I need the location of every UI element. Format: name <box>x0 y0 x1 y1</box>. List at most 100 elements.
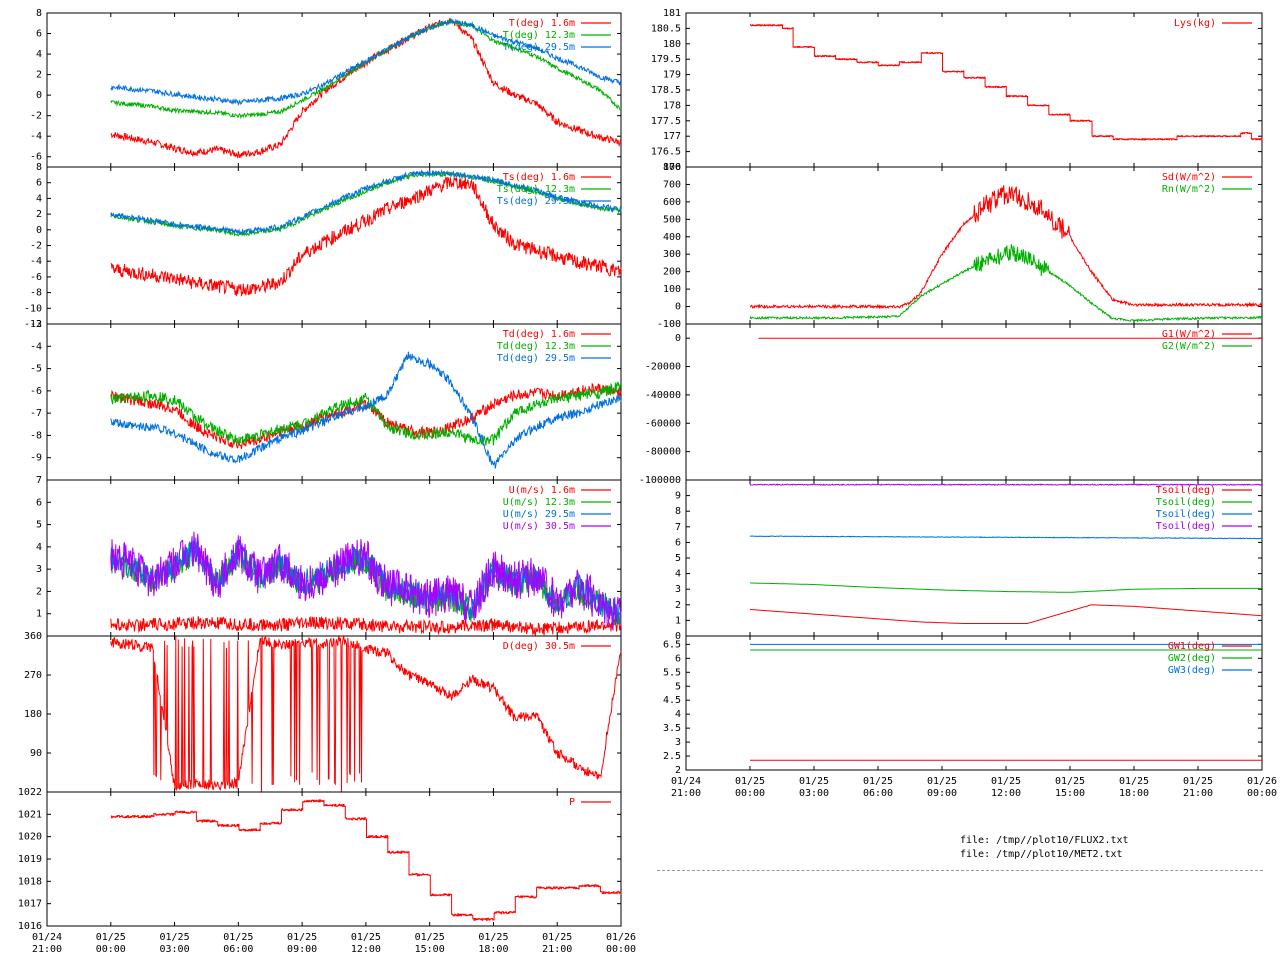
y-tick-label: 7 <box>675 522 681 533</box>
x-tick-time: 21:00 <box>671 788 701 799</box>
panel-frame <box>46 791 622 927</box>
legend-label: Sd(W/m^2) <box>1162 172 1216 183</box>
x-tick-time: 00:00 <box>1247 788 1277 799</box>
legend-label: Tsoil(deg) <box>1156 497 1216 508</box>
y-tick-label: 3.5 <box>663 723 681 734</box>
x-tick-time: 06:00 <box>863 788 893 799</box>
y-tick-label: 4 <box>36 49 42 60</box>
legend-label: Tsoil(deg) <box>1156 521 1216 532</box>
legend-label: Lys(kg) <box>1174 18 1216 29</box>
y-tick-label: 0 <box>36 90 42 101</box>
legend-label: P <box>569 797 575 808</box>
chart-panel-p1: -6 -4 -2 0 2 4 6 8 T(deg) 1.6mT(deg) 12.3mT(deg)… <box>30 8 622 168</box>
series-line-p3-0 <box>110 382 622 450</box>
y-tick-label: 1019 <box>18 854 42 865</box>
y-tick-label: 177.5 <box>651 116 681 127</box>
y-tick-label: 176.5 <box>651 147 681 158</box>
y-tick-label: 270 <box>24 670 42 681</box>
y-tick-label: 500 <box>663 214 681 225</box>
legend-label: Ts(deg) 12.3m <box>497 184 575 195</box>
chart-panel-p11: 2 2.5 3 3.5 4 4.5 5 5.5 6 6.5 GW1(deg)GW2(deg)GW3(… <box>663 635 1263 776</box>
y-tick-label: 180 <box>24 709 42 720</box>
series-line-p2-0 <box>110 175 622 297</box>
y-tick-label: 180.5 <box>651 23 681 34</box>
legend-label: U(m/s) 29.5m <box>503 509 575 520</box>
legend-label: U(m/s) 30.5m <box>503 521 575 532</box>
y-tick-label: 6 <box>675 653 681 664</box>
y-tick-label: 90 <box>30 748 42 759</box>
chart-panel-p10: 0123456789Tsoil(deg)Tsoil(deg)Tsoil(deg)… <box>675 479 1263 642</box>
y-tick-label: 5 <box>675 681 681 692</box>
panel-frame <box>685 12 1263 168</box>
legend-label: G1(W/m^2) <box>1162 329 1216 340</box>
y-tick-label: 2 <box>675 600 681 611</box>
x-tick-time: 15:00 <box>415 944 445 955</box>
y-tick-label: 2 <box>36 586 42 597</box>
x-tick-date: 01/25 <box>1183 776 1213 787</box>
y-tick-label: 177 <box>663 131 681 142</box>
legend-label: G2(W/m^2) <box>1162 341 1216 352</box>
series-line-p1-2 <box>110 17 622 106</box>
y-tick-label: -9 <box>30 453 42 464</box>
y-tick-label: 4 <box>675 709 681 720</box>
y-tick-label: 0 <box>675 631 681 642</box>
series-line-p10-2 <box>749 535 1263 540</box>
y-tick-label: 2 <box>36 209 42 220</box>
y-tick-label: 360 <box>24 631 42 642</box>
y-tick-label: -6 <box>30 386 42 397</box>
y-tick-label: 5 <box>675 553 681 564</box>
y-tick-label: 5.5 <box>663 667 681 678</box>
legend-label: GW2(deg) <box>1168 653 1216 664</box>
series-line-p3-1 <box>110 380 622 446</box>
series-line-p2-2 <box>110 169 622 236</box>
y-tick-label: 178.5 <box>651 85 681 96</box>
file-path-met: file: /tmp//plot10/MET2.txt <box>960 849 1123 860</box>
series-line-p8-0 <box>750 185 1263 310</box>
y-tick-label: -8 <box>30 288 42 299</box>
y-tick-label: 1022 <box>18 787 42 798</box>
y-tick-label: 4 <box>675 569 681 580</box>
x-tick-date: 01/25 <box>351 932 381 943</box>
legend-label: Ts(deg) 29.5m <box>497 196 575 207</box>
divider <box>657 870 1263 871</box>
y-tick-label: -40000 <box>645 390 681 401</box>
x-tick-date: 01/25 <box>1055 776 1085 787</box>
legend-label: U(m/s) 12.3m <box>503 497 575 508</box>
x-tick-time: 00:00 <box>606 944 636 955</box>
chart-panel-p8: -100 0 100 200 300 400 500 600 700 800 Sd(W/m^2)Rn… <box>657 162 1263 330</box>
series-line-p4-3 <box>110 531 622 631</box>
y-tick-label: -10 <box>24 303 42 314</box>
x-tick-date: 01/25 <box>863 776 893 787</box>
x-tick-time: 21:00 <box>542 944 572 955</box>
x-tick-date: 01/25 <box>96 932 126 943</box>
y-tick-label: 400 <box>663 232 681 243</box>
y-tick-label: -3 <box>30 319 42 330</box>
y-tick-label: -4 <box>30 256 42 267</box>
y-tick-label: 5 <box>36 520 42 531</box>
x-tick-date: 01/24 <box>32 932 62 943</box>
y-tick-label: 179.5 <box>651 54 681 65</box>
y-tick-label: -8 <box>30 430 42 441</box>
legend-label: Tsoil(deg) <box>1156 485 1216 496</box>
y-tick-label: 181 <box>663 8 681 19</box>
chart-panel-p7: 176 176.5 177 177.5 178 178.5 179 179.5 180 180.5… <box>651 8 1263 173</box>
y-tick-label: 8 <box>675 506 681 517</box>
series-line-p10-3 <box>749 483 1263 486</box>
y-tick-label: -12 <box>24 319 42 330</box>
x-tick-time: 21:00 <box>1183 788 1213 799</box>
y-tick-label: -100 <box>657 319 681 330</box>
y-tick-label: 1016 <box>18 921 42 932</box>
legend-label: GW3(deg) <box>1168 665 1216 676</box>
x-tick-time: 21:00 <box>32 944 62 955</box>
y-tick-label: 1 <box>675 615 681 626</box>
series-line-p6-0 <box>110 799 622 921</box>
x-tick-date: 01/25 <box>287 932 317 943</box>
series-line-p10-0 <box>749 604 1263 624</box>
y-tick-label: 1018 <box>18 876 42 887</box>
y-tick-label: 700 <box>663 179 681 190</box>
y-tick-label: 7 <box>36 475 42 486</box>
y-tick-label: -5 <box>30 364 42 375</box>
y-tick-label: -20000 <box>645 362 681 373</box>
x-tick-date: 01/26 <box>606 932 636 943</box>
